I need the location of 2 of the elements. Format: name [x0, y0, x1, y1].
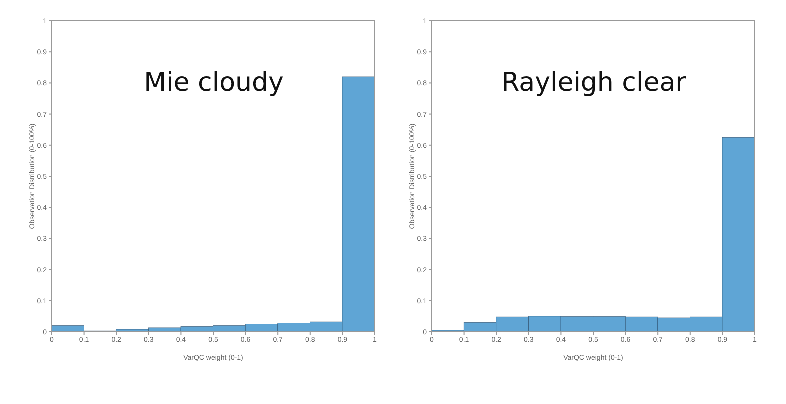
- text: Rayleigh clear: [500, 68, 688, 98]
- text: Mie cloudy: [143, 68, 285, 98]
